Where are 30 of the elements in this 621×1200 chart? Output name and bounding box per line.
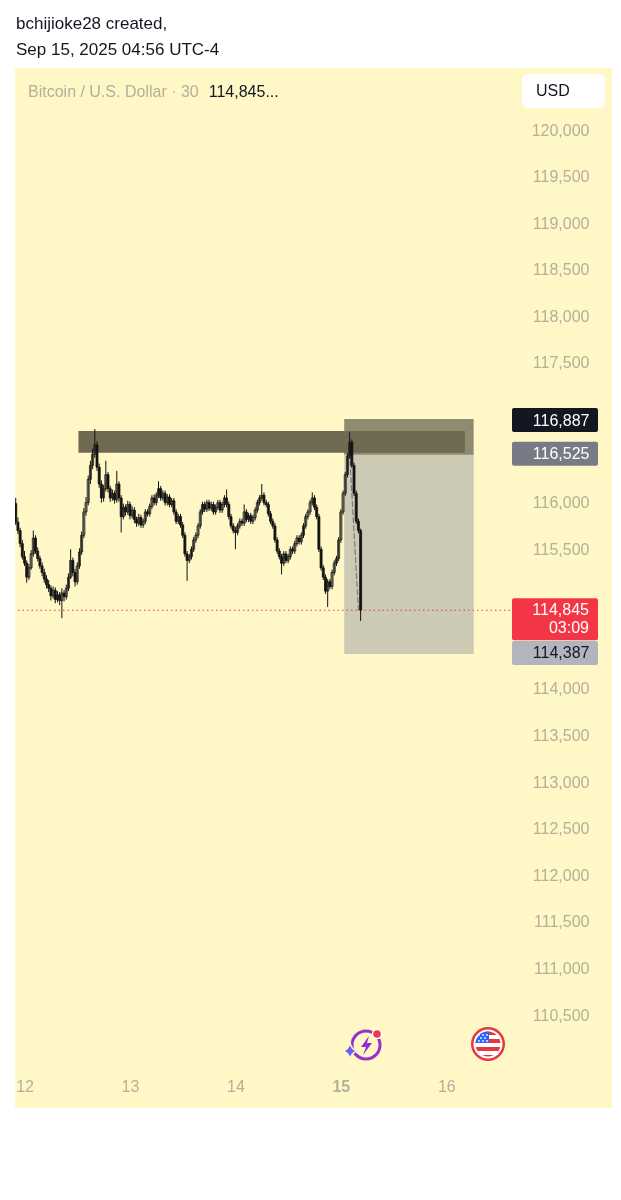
- y-tick-label: 119,000: [532, 214, 590, 232]
- ref-line-label: 114,845 03:09: [532, 601, 590, 637]
- x-tick-label: 16: [437, 1077, 456, 1095]
- x-tick-label: 13: [121, 1077, 140, 1095]
- y-tick-label: 114,387: [532, 644, 590, 662]
- y-tick-label: 118,000: [532, 307, 590, 325]
- chart-subtitle: Sep 15, 2025 04:56 UTC-4: [16, 39, 220, 61]
- y-tick-label: 112,000: [532, 866, 590, 884]
- y-tick-label: 117,500: [532, 354, 590, 372]
- y-tick-label: 116,000: [532, 494, 590, 512]
- x-tick-label: 12: [16, 1077, 35, 1095]
- y-tick-label: 114,000: [532, 680, 590, 698]
- y-tick-label: 110,500: [532, 1006, 590, 1024]
- y-tick-label: 116,525: [532, 445, 590, 463]
- y-tick-label: 113,000: [532, 773, 590, 791]
- y-tick-label: 111,000: [534, 959, 590, 977]
- y-tick-label: 113,500: [532, 727, 590, 745]
- text: Bitcoin / U.S. Dollar · 30: [28, 83, 199, 100]
- chart-title: bchijioke28 created,: [16, 13, 169, 35]
- y-axis-title: USD: [536, 82, 570, 99]
- y-tick-label: 112,500: [532, 820, 590, 838]
- y-tick-label: 119,500: [532, 168, 590, 186]
- y-tick-label: 118,500: [532, 261, 590, 279]
- y-tick-label: 115,500: [532, 540, 590, 558]
- y-tick-label: 120,000: [531, 121, 590, 139]
- y-tick-label: 111,500: [534, 913, 590, 931]
- x-tick-label: 14: [227, 1077, 245, 1095]
- x-tick-label: 15: [332, 1077, 351, 1095]
- y-tick-label: 116,887: [532, 411, 590, 429]
- text: 114,845...: [208, 83, 279, 100]
